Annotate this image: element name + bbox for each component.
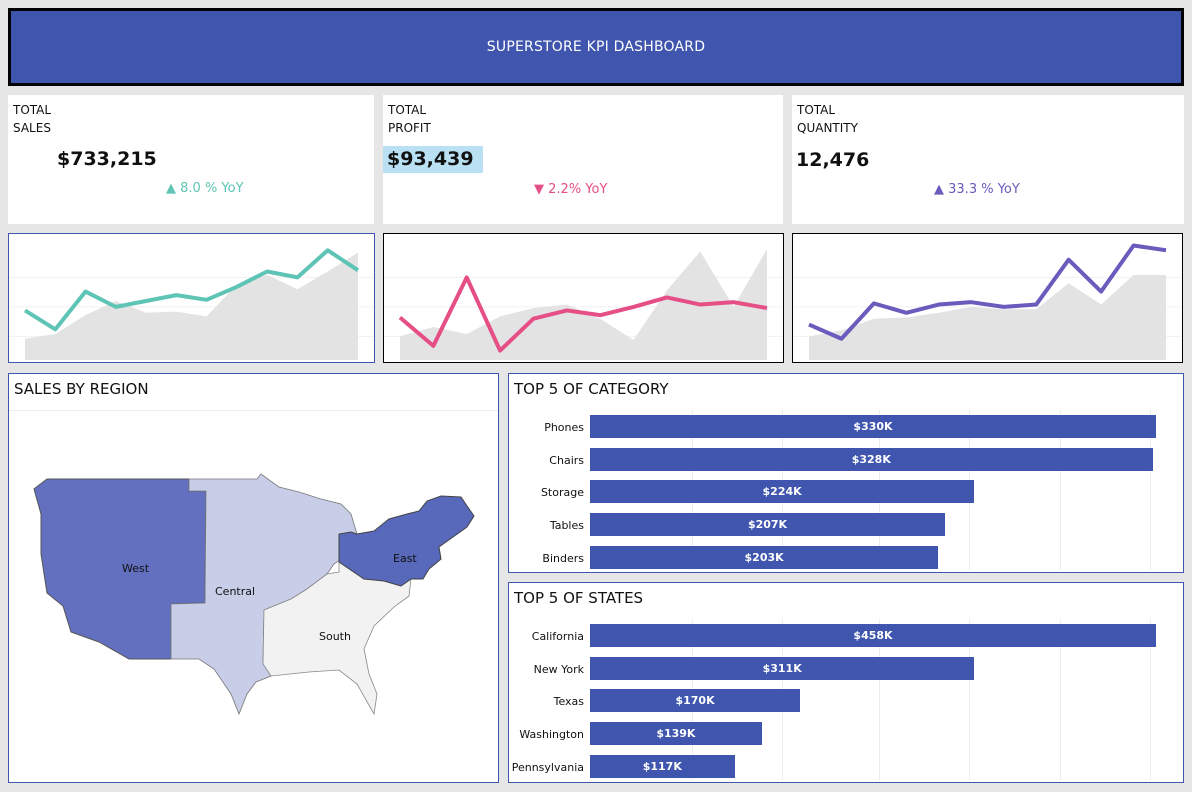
kpi-label: TOTAL SALES [13,101,51,137]
kpi-card-sales[interactable]: TOTAL SALES $733,215 ▲ 8.0 % YoY [8,95,374,224]
bar[interactable]: $311K [590,656,975,680]
region-label-south: South [319,630,351,643]
category-label: California [531,630,584,643]
category-label: New York [533,662,584,676]
kpi-yoy: ▲ 33.3 % YoY [934,182,1020,197]
bar[interactable]: $170K [590,689,801,713]
gridline [1059,410,1061,570]
category-label: Washington [519,728,584,742]
panel-title: TOP 5 OF CATEGORY [514,380,669,398]
line-series [808,243,1167,341]
triangle-up-icon: ▲ [166,181,176,196]
triangle-down-icon: ▼ [534,182,544,197]
region-label-central: Central [215,585,255,598]
sparkline-chart [9,248,374,360]
kpi-label-line: QUANTITY [797,121,858,135]
bar[interactable]: $207K [590,513,946,537]
sales-by-region-panel: SALES BY REGION West Central South East [8,373,499,783]
category-label: Phones [544,421,584,434]
kpi-label-line: PROFIT [388,121,431,135]
region-label-west: West [122,562,150,575]
category-label: Storage [540,486,584,500]
line-series [398,275,768,353]
kpi-yoy: ▲ 8.0 % YoY [166,181,244,196]
sparkline-chart [793,243,1182,360]
kpi-value: $93,439 [387,148,474,170]
bar[interactable]: $117K [590,754,735,778]
bar[interactable]: $330K [590,415,1156,438]
panel-title: SALES BY REGION [14,380,149,398]
category-label: Chairs [549,453,584,467]
kpi-label-line: TOTAL [388,103,427,117]
area-series [25,252,358,360]
line-series [23,248,360,332]
top-states-panel: TOP 5 OF STATES California $458K New York $… [508,582,1184,783]
bar[interactable]: $328K [590,447,1153,471]
kpi-card-profit[interactable]: TOTAL PROFIT $93,439 ▼ 2.2% YoY [383,95,783,224]
region-south[interactable] [262,561,412,716]
kpi-value: $733,215 [57,148,157,170]
us-region-map: West Central South East [33,473,475,716]
bar[interactable]: $139K [590,722,762,746]
gridline [1059,619,1061,780]
kpi-label: TOTAL PROFIT [388,101,431,137]
sparkline-chart [384,249,783,360]
gridline [878,619,880,780]
value-highlight [383,146,483,173]
dashboard-title: SUPERSTORE KPI DASHBOARD [486,39,706,55]
kpi-card-quantity[interactable]: TOTAL QUANTITY 12,476 ▲ 33.3 % YoY [792,95,1184,224]
kpi-yoy-text: 33.3 % YoY [948,182,1020,197]
divider [9,410,498,411]
gridline [969,619,971,780]
kpi-yoy: ▼ 2.2% YoY [534,182,607,197]
bar[interactable]: $458K [590,624,1156,647]
category-label: Binders [542,551,584,565]
sparkline-quantity[interactable] [792,233,1183,363]
sparkline-profit[interactable] [383,233,784,363]
kpi-label-line: TOTAL [13,103,52,117]
bar[interactable]: $224K [590,480,975,504]
region-east[interactable] [338,495,475,587]
category-label: Pennsylvania [511,760,584,774]
sparkline-sales[interactable] [8,233,375,363]
kpi-yoy-text: 2.2% YoY [548,182,608,197]
kpi-label: TOTAL QUANTITY [797,101,858,137]
category-label: Texas [553,695,584,709]
category-label: Tables [549,519,584,533]
gridline [1150,619,1152,780]
kpi-label-line: SALES [13,121,51,135]
triangle-up-icon: ▲ [934,182,944,197]
top-category-panel: TOP 5 OF CATEGORY Phones $330K Chairs $328K… [508,373,1184,573]
bar[interactable]: $203K [590,545,939,569]
panel-title: TOP 5 OF STATES [514,589,644,607]
area-series [809,275,1166,360]
kpi-value: 12,476 [796,149,870,171]
kpi-yoy-text: 8.0 % YoY [180,181,244,196]
gridline [1150,410,1152,570]
dashboard-header: SUPERSTORE KPI DASHBOARD [8,8,1184,86]
kpi-label-line: TOTAL [797,103,836,117]
region-label-east: East [393,552,417,565]
